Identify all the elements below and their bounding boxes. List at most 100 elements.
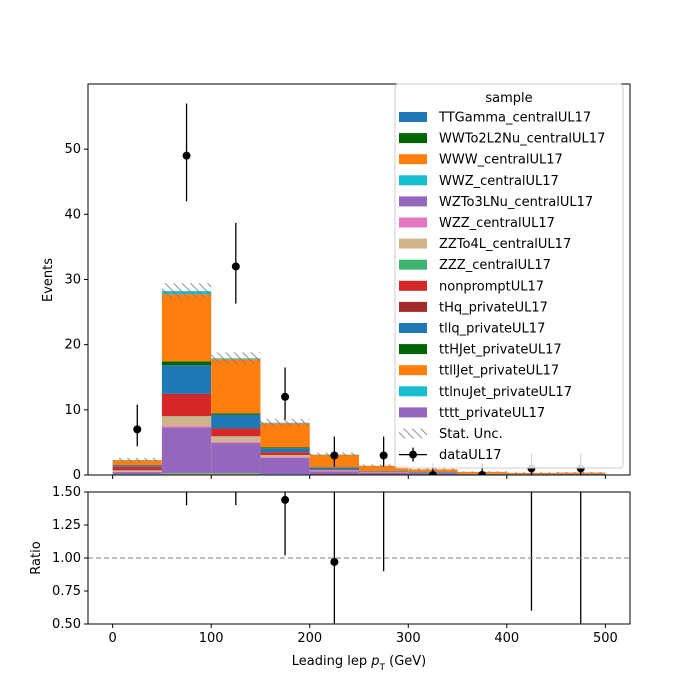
legend-title: sample [485, 91, 532, 106]
legend-swatch [399, 196, 427, 207]
stat-unc-band [161, 283, 212, 299]
bar-segment [161, 416, 212, 427]
legend-entries: TTGamma_centralUL17 WWTo2L2Nu_centralUL17… [399, 111, 605, 463]
bar-segment [309, 471, 359, 475]
y-tick-label: 50 [64, 142, 81, 157]
legend-swatch [399, 259, 427, 270]
bar-segment [161, 294, 212, 362]
legend-swatch [399, 407, 427, 418]
bar-segment [112, 465, 162, 467]
ratio-panel: 0.50 0.75 1.00 1.25 1.50 0 100 200 300 400 500 Ra… [29, 485, 631, 673]
bar-segment [211, 428, 261, 430]
y-tick-label: 20 [64, 338, 81, 353]
stat-unc-band [260, 418, 310, 427]
data-point [478, 471, 487, 475]
legend-label: ZZZ_centralUL17 [439, 258, 551, 273]
legend-label: TTGamma_centralUL17 [438, 111, 591, 126]
bar-segment [211, 473, 261, 474]
ratio-y-tick-label: 1.00 [52, 551, 81, 566]
legend-swatch [399, 280, 427, 291]
bar-segment [260, 448, 310, 453]
legend-swatch [399, 238, 427, 249]
legend-swatch [399, 365, 427, 376]
main-y-axis-label: Events [41, 258, 56, 302]
legend-label: WZTo3LNu_centralUL17 [439, 195, 593, 210]
bar-segment [359, 471, 409, 472]
legend-swatch-stat-unc [399, 428, 427, 439]
ratio-x-tick-label: 400 [494, 631, 519, 646]
legend-label: WZZ_centralUL17 [439, 216, 555, 231]
data-point [330, 451, 339, 460]
data-point [379, 451, 388, 460]
ratio-y-ticks: 0.50 0.75 1.00 1.25 1.50 [52, 485, 88, 632]
ratio-y-tick-label: 1.25 [52, 518, 81, 533]
ratio-y-tick-label: 0.50 [52, 617, 81, 632]
legend-swatch [399, 154, 427, 165]
legend-label: tHq_privateUL17 [439, 300, 548, 315]
legend-label: tllq_privateUL17 [439, 322, 545, 337]
ratio-point [281, 495, 290, 504]
bar-segment [161, 393, 212, 395]
legend: sample TTGamma_centralUL17 WWTo2L2Nu_cent… [394, 83, 624, 469]
x-axis-label-unit: (GeV) [385, 654, 426, 669]
bar-segment [260, 457, 310, 458]
data-point [133, 425, 142, 434]
bar-segment [211, 443, 261, 474]
y-tick-label: 40 [64, 207, 81, 222]
legend-swatch [399, 112, 427, 122]
bar-segment [161, 473, 212, 474]
bar-segment [359, 472, 409, 475]
legend-label: Stat. Unc. [439, 427, 503, 442]
ratio-y-axis-label: Ratio [29, 541, 44, 574]
legend-label: tttt_privateUL17 [439, 406, 545, 421]
data-point [428, 471, 437, 475]
legend-label: dataUL17 [439, 448, 502, 463]
bar-segment [211, 436, 261, 442]
bar-segment [211, 359, 261, 414]
bar-segment [260, 457, 310, 475]
legend-swatch [399, 217, 427, 228]
bar-segment [211, 441, 261, 444]
main-y-ticks: 0 10 20 30 40 50 [64, 142, 88, 483]
bar-segment [309, 470, 359, 472]
legend-label: WWTo2L2Nu_centralUL17 [439, 132, 605, 147]
ratio-x-tick-label: 0 [108, 631, 116, 646]
stacked-bars [112, 291, 606, 475]
y-tick-label: 0 [73, 468, 81, 483]
legend-label: ttlnuJet_privateUL17 [439, 385, 572, 400]
legend-frame [394, 83, 624, 469]
stat-unc-band [211, 352, 261, 365]
ratio-x-tick-label: 300 [396, 631, 421, 646]
bar-segment [112, 460, 162, 466]
bar-segment [161, 361, 212, 366]
ratio-point [330, 557, 339, 566]
bar-segment [211, 413, 261, 415]
bar-segment [112, 472, 162, 475]
bar-segment [260, 447, 310, 449]
ratio-x-ticks: 0 100 200 300 400 500 [108, 624, 618, 646]
ratio-x-tick-label: 100 [199, 631, 224, 646]
bar-segment [260, 423, 310, 448]
stat-unc-band [112, 457, 162, 462]
bar-segment [309, 467, 359, 470]
ratio-y-tick-label: 0.75 [52, 584, 81, 599]
bar-segment [211, 429, 261, 437]
bar-segment [161, 426, 212, 428]
y-tick-label: 10 [64, 403, 81, 418]
legend-data-marker [409, 450, 417, 459]
data-point [182, 151, 191, 160]
x-axis-label-subscript: T [378, 663, 385, 673]
legend-label: nonpromptUL17 [439, 279, 544, 294]
legend-swatch [399, 344, 427, 355]
legend-label: ZZTo4L_centralUL17 [439, 237, 571, 252]
y-tick-label: 30 [64, 273, 81, 288]
bar-segment [161, 473, 212, 475]
bar-segment [211, 473, 261, 475]
x-axis-label-symbol: p [370, 654, 379, 669]
legend-swatch [399, 323, 427, 333]
bar-segment [161, 394, 212, 417]
main-x-ticks [112, 475, 606, 479]
bar-segment [260, 452, 310, 455]
legend-swatch [399, 301, 427, 312]
bar-segment [211, 414, 261, 429]
